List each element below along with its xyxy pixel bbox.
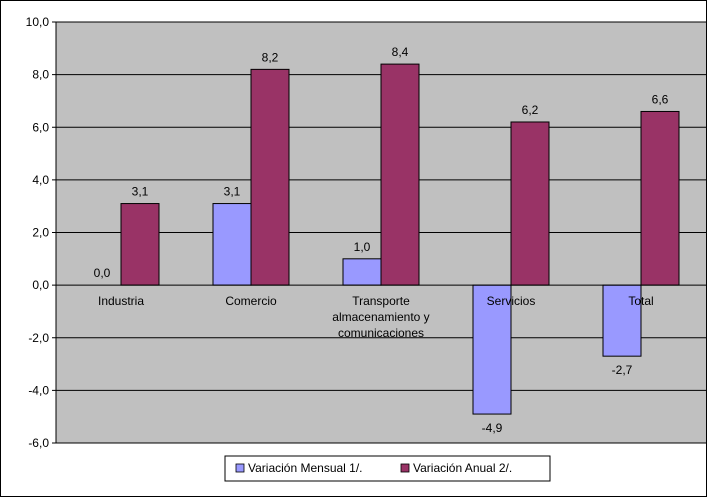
bar-mensual (472, 284, 512, 415)
legend-label-anual: Variación Anual 2/. (413, 461, 512, 475)
category-label: Servicios (487, 294, 536, 308)
y-tick-label: -6,0 (28, 436, 49, 450)
category-label: Transporte almacenamiento y comunicaciones (332, 294, 429, 340)
legend-swatch-mensual (235, 463, 245, 473)
y-tick-label: 2,0 (32, 226, 49, 240)
bar-mensual (602, 284, 642, 357)
y-tick-label: -4,0 (28, 383, 49, 397)
data-label: 3,1 (224, 185, 241, 199)
bar-anual (120, 203, 160, 286)
data-label: 8,4 (392, 45, 409, 59)
y-tick-label: 4,0 (32, 173, 49, 187)
legend-swatch-anual (400, 463, 410, 473)
bar-mensual (212, 203, 252, 286)
bar-anual (380, 63, 420, 286)
y-tick-label: 0,0 (32, 278, 49, 292)
category-label: Industria (98, 294, 144, 308)
category-label: Total (628, 294, 653, 308)
category-label: Comercio (225, 294, 277, 308)
bar-mensual (342, 258, 382, 286)
y-tick-label: 8,0 (32, 68, 49, 82)
data-label: -2,7 (612, 363, 633, 377)
data-label: -4,9 (482, 421, 503, 435)
bars (120, 63, 680, 415)
y-tick-label: 10,0 (26, 15, 50, 29)
y-tick-label: -2,0 (28, 331, 49, 345)
data-label: 8,2 (262, 50, 279, 64)
data-label: 0,0 (94, 266, 111, 280)
legend: Variación Mensual 1/. Variación Anual 2/… (224, 455, 551, 482)
bar-anual (510, 121, 550, 286)
data-label: 6,2 (522, 103, 539, 117)
data-label: 1,0 (354, 240, 371, 254)
legend-label-mensual: Variación Mensual 1/. (248, 461, 363, 475)
bar-anual (640, 110, 680, 286)
data-label: 3,1 (132, 185, 149, 199)
legend-box (224, 455, 551, 482)
y-tick-label: 6,0 (32, 120, 49, 134)
bar-anual (250, 68, 290, 286)
category-labels: Industria Comercio Transporte almacenamient… (98, 294, 654, 340)
data-labels: 0,0 3,1 3,1 8,2 1,0 8,4 -4,9 6,2 -2,7 6,6 (94, 45, 669, 435)
data-label: 6,6 (652, 92, 669, 106)
y-axis: -6,0 -4,0 -2,0 0,0 2,0 4,0 6,0 8,0 10,0 (26, 15, 57, 450)
